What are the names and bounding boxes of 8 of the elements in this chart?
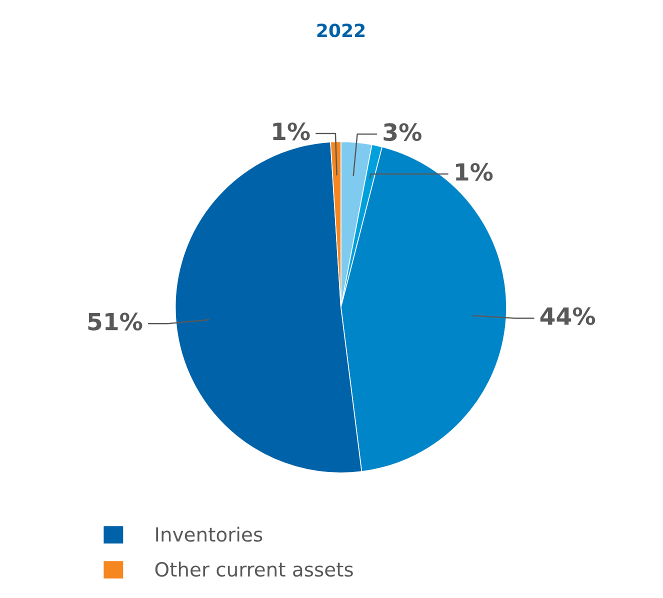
legend-label: Inventories xyxy=(156,526,262,542)
data-label: 44% xyxy=(540,307,596,326)
data-label: 1% xyxy=(456,163,493,181)
data-label: 3% xyxy=(384,123,422,142)
data-label: 51% xyxy=(88,312,142,330)
legend-label: Other current assets xyxy=(155,562,353,577)
chart-title: 2022 xyxy=(317,24,365,38)
data-label: 1% xyxy=(273,122,310,140)
